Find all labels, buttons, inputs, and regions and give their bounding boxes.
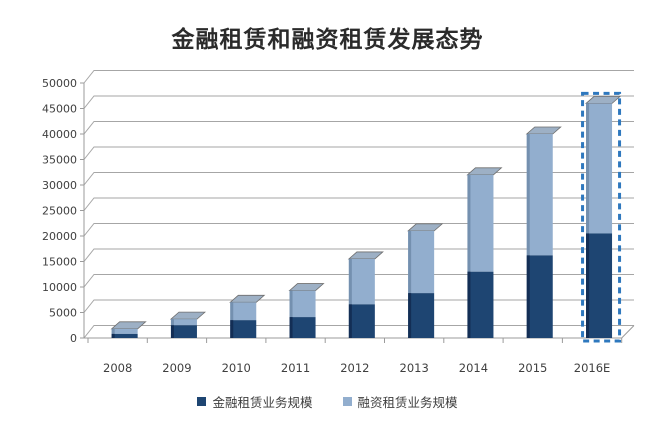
x-tick-label: 2011 <box>281 361 310 375</box>
bar-top-2014 <box>466 167 503 176</box>
bar-top-2012 <box>347 251 384 260</box>
chart-title: 金融租赁和融资租赁发展态势 <box>171 27 484 53</box>
bar-segment-light-2010 <box>230 302 257 321</box>
bar-segment-dark-2008 <box>111 333 138 338</box>
bar-shade-dark-2016E <box>586 233 590 338</box>
gridline <box>83 274 634 288</box>
bar-shade-dark-2013 <box>408 293 412 338</box>
forecast-outline <box>581 91 622 343</box>
x-tick-label: 2015 <box>518 361 547 375</box>
gridline <box>83 172 634 186</box>
bar-segment-light-2015 <box>526 134 553 256</box>
gridline <box>83 70 634 84</box>
bar-segment-dark-2010 <box>230 320 257 338</box>
gridline <box>83 197 634 211</box>
bar-shade-dark-2015 <box>526 255 530 338</box>
y-tick-label: 5000 <box>49 307 77 320</box>
x-tick-label: 2013 <box>400 361 429 375</box>
bar-shade-light-2010 <box>230 302 234 321</box>
gridline <box>83 121 634 135</box>
y-tick-label: 20000 <box>42 230 77 243</box>
bar-shade-light-2016E <box>586 103 590 234</box>
bar-top-2009 <box>169 311 207 320</box>
bar-shade-light-2014 <box>467 174 471 272</box>
x-tick-label: 2014 <box>459 361 488 375</box>
bar-top-2011 <box>288 283 325 291</box>
legend-swatch-1 <box>197 397 207 406</box>
y-tick-label: 50000 <box>42 77 77 90</box>
y-tick-label: 10000 <box>42 281 77 294</box>
bar-shade-dark-2014 <box>467 271 471 338</box>
bar-top-2015 <box>525 126 562 135</box>
bar-top-2013 <box>407 223 444 232</box>
legend-item-1: 金融租赁业务规模 <box>197 392 313 411</box>
gridline <box>83 248 634 262</box>
bar-shade-dark-2010 <box>230 320 234 338</box>
bar-segment-dark-2011 <box>289 317 316 338</box>
bar-top-2016E <box>584 96 622 104</box>
bar-shade-dark-2008 <box>111 333 115 338</box>
bar-shade-light-2008 <box>111 328 115 334</box>
bar-segment-light-2016E <box>586 103 613 234</box>
x-tick-label: 2016E <box>574 361 611 375</box>
y-tick-label: 15000 <box>42 256 77 269</box>
bar-segment-light-2014 <box>467 174 494 272</box>
bar-segment-light-2011 <box>289 290 316 318</box>
bar-shade-light-2009 <box>170 319 174 326</box>
x-tick-label: 2010 <box>222 361 251 375</box>
legend-item-2: 融资租赁业务规模 <box>342 392 458 411</box>
y-tick-label: 45000 <box>42 103 77 116</box>
y-tick-label: 35000 <box>42 154 77 167</box>
bar-segment-dark-2015 <box>526 255 553 338</box>
bar-segment-dark-2009 <box>170 325 197 338</box>
bar-segment-light-2013 <box>408 230 435 294</box>
gridline <box>83 95 634 109</box>
legend-label-2: 融资租赁业务规模 <box>357 395 458 410</box>
gridline <box>83 146 634 160</box>
gridline <box>83 223 634 237</box>
y-tick-label: 0 <box>70 332 77 345</box>
y-tick-label: 25000 <box>42 205 77 218</box>
x-tick-label: 2012 <box>340 361 369 375</box>
bar-shade-light-2015 <box>526 134 530 256</box>
bar-segment-light-2012 <box>348 258 375 305</box>
legend-label-1: 金融租赁业务规模 <box>212 395 313 410</box>
bar-segment-light-2009 <box>170 319 197 326</box>
bar-top-2010 <box>229 294 266 303</box>
bar-segment-dark-2014 <box>467 271 494 338</box>
bar-shade-light-2012 <box>348 258 352 305</box>
bar-shade-light-2011 <box>289 290 293 318</box>
x-tick-label: 2009 <box>162 361 191 375</box>
bar-top-2008 <box>110 321 147 330</box>
y-tick-label: 40000 <box>42 128 77 141</box>
bar-shade-dark-2012 <box>348 304 352 338</box>
bar-shade-dark-2011 <box>289 317 293 338</box>
bar-segment-light-2008 <box>111 328 138 334</box>
legend-swatch-2 <box>342 397 352 406</box>
y-tick-label: 30000 <box>42 179 77 192</box>
x-tick-label: 2008 <box>103 361 132 375</box>
gridline <box>83 325 634 339</box>
bar-shade-light-2013 <box>408 230 412 294</box>
chart-legend: 金融租赁业务规模 融资租赁业务规模 <box>0 392 655 411</box>
bar-shade-dark-2009 <box>170 325 174 338</box>
bar-segment-dark-2016E <box>586 233 613 338</box>
bar-segment-dark-2013 <box>408 293 435 338</box>
gridline <box>83 299 634 313</box>
bar-segment-dark-2012 <box>348 304 375 338</box>
